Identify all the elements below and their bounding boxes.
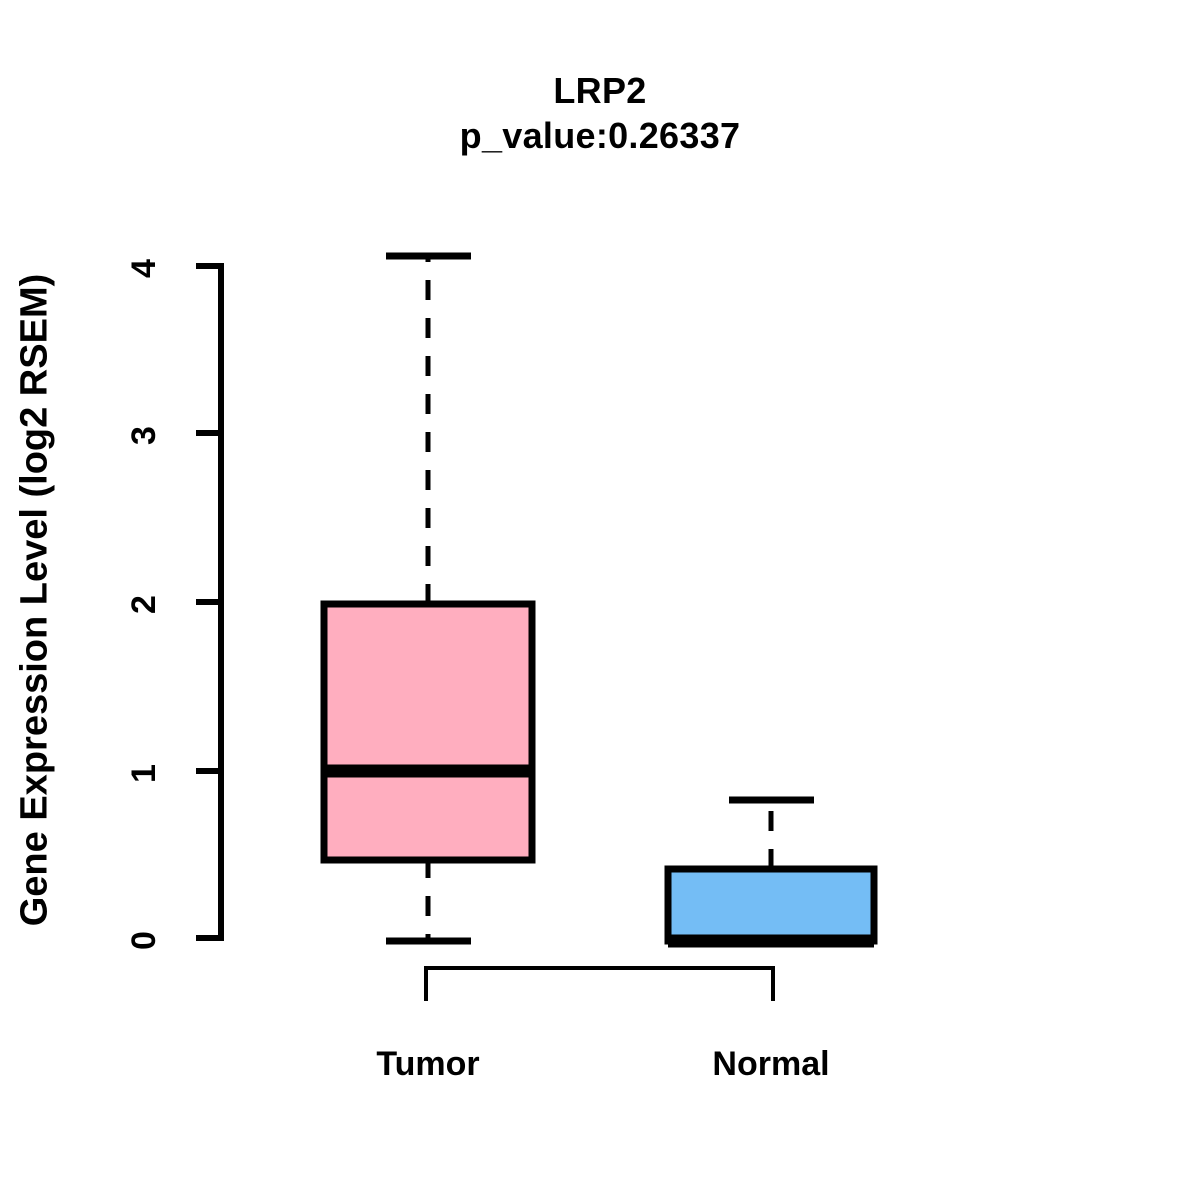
y-tick-label-1: 1 — [125, 764, 163, 783]
x-tick-labels: Tumor Normal — [376, 1045, 829, 1083]
tumor-iqr-box[interactable] — [320, 600, 536, 864]
box-tumor[interactable] — [320, 252, 536, 945]
title-block: LRP2 p_value:0.26337 — [0, 68, 1200, 158]
y-tick-label-0: 0 — [125, 931, 163, 950]
y-tick-label-2: 2 — [125, 595, 163, 614]
y-tick-label-4: 4 — [125, 259, 163, 278]
x-tick-label-tumor: Tumor — [376, 1045, 479, 1083]
chart-subtitle-pvalue: p_value:0.26337 — [459, 115, 741, 156]
y-tick-labels: 4 3 2 1 0 — [125, 259, 163, 950]
page-title: LRP2 — [553, 70, 647, 111]
x-tick-label-normal: Normal — [712, 1045, 829, 1083]
box-normal[interactable] — [664, 796, 878, 948]
normal-iqr-box[interactable] — [664, 865, 878, 945]
y-axis — [196, 263, 224, 941]
x-axis — [424, 966, 775, 1001]
y-tick-label-3: 3 — [125, 426, 163, 445]
